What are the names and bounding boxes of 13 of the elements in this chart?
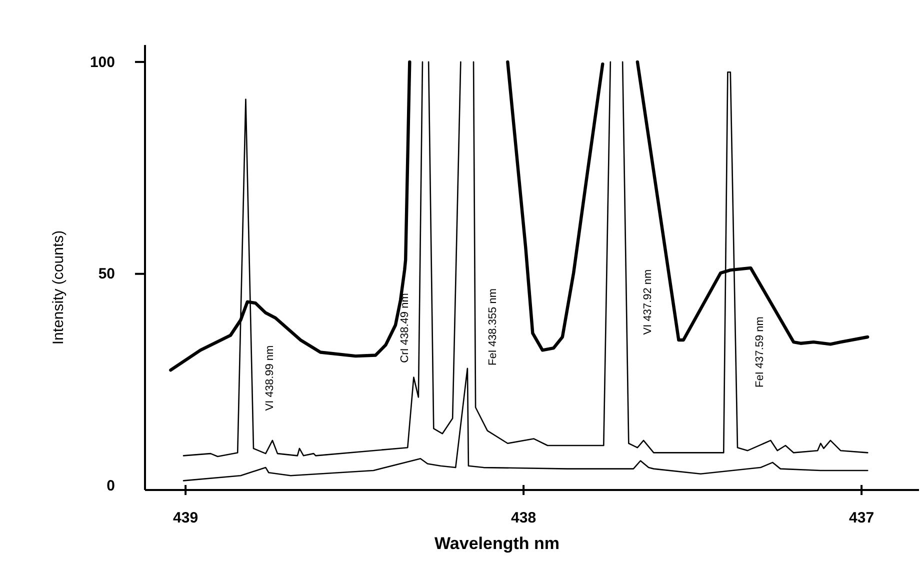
annotation: VI 438.99 nm <box>264 345 276 411</box>
annotation: CrI 438.49 nm <box>398 293 411 363</box>
annotation: FeI 437.59 nm <box>754 316 766 388</box>
y-tick-label: 50 <box>98 266 115 283</box>
x-tick-label: 439 <box>173 510 198 527</box>
annotation: FeI 438.355 nm <box>486 288 499 366</box>
y-tick-label: 0 <box>106 478 115 495</box>
x-tick-label: 438 <box>511 510 536 527</box>
x-tick-label: 437 <box>849 510 874 527</box>
annotation: VI 437.92 nm <box>642 269 654 335</box>
y-axis-title: Intensity (counts) <box>50 230 67 345</box>
y-tick-label: 100 <box>90 54 115 71</box>
x-axis-title: Wavelength nm <box>434 534 560 553</box>
